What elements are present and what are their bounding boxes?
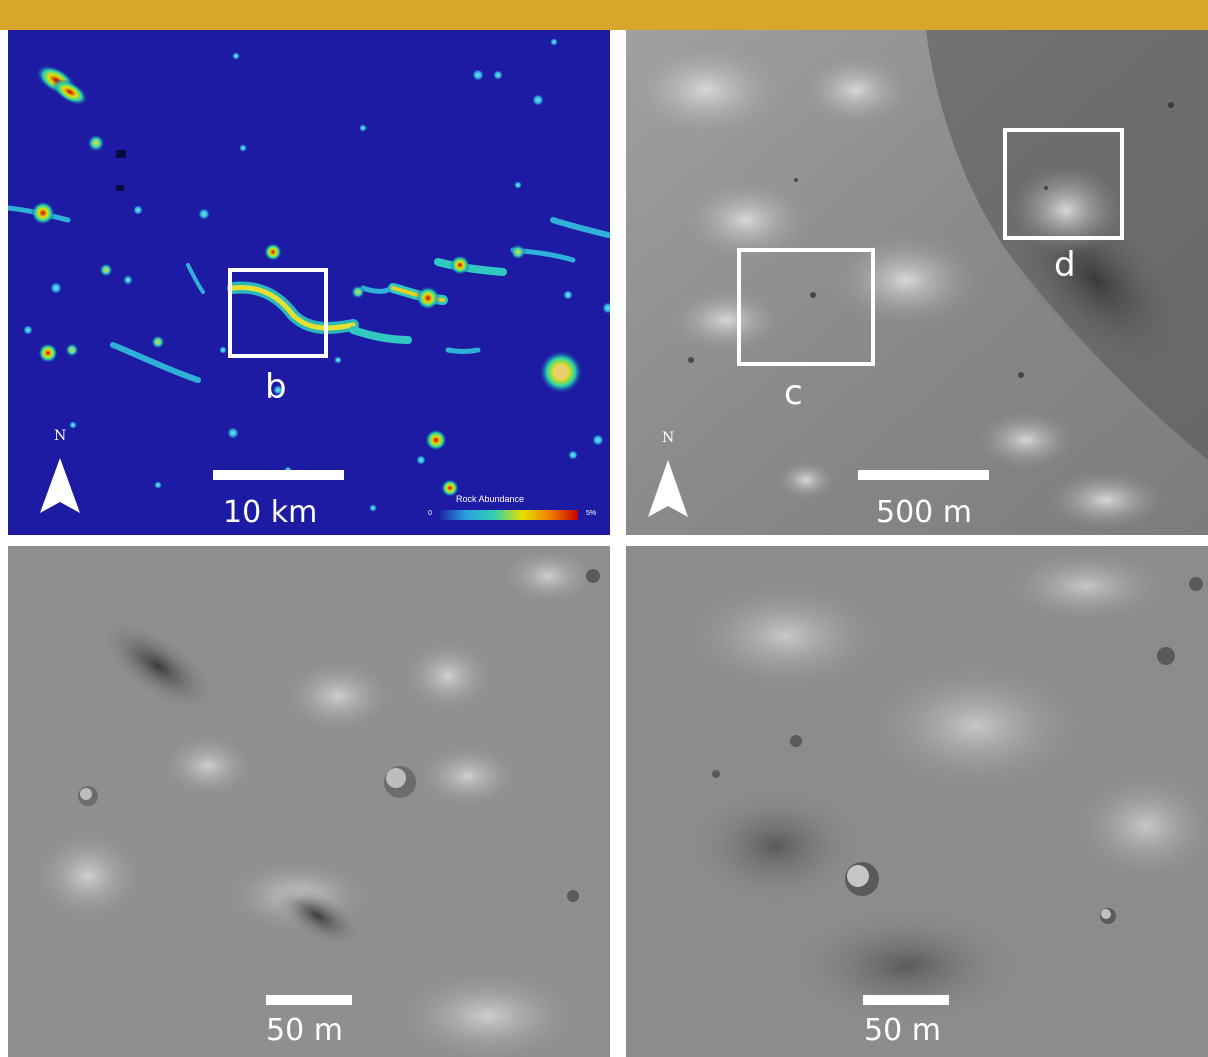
inset-label-b: b xyxy=(265,367,287,407)
detail-image-c-panel: 50 m xyxy=(8,546,610,1057)
context-image-panel: N c d 500 m xyxy=(626,30,1208,535)
detail-image-d-panel: 50 m xyxy=(626,546,1208,1057)
header-accent-bar xyxy=(0,0,1208,30)
scale-label: 10 km xyxy=(223,495,318,530)
legend-min: 0 xyxy=(428,510,432,517)
rock-abundance-map xyxy=(8,30,610,535)
north-arrow-icon xyxy=(648,460,688,517)
lunar-surface-detail-c xyxy=(8,546,610,1057)
scale-label: 50 m xyxy=(266,1013,343,1048)
legend-title: Rock Abundance xyxy=(456,494,525,504)
inset-box-d xyxy=(1003,128,1124,240)
inset-box-b xyxy=(228,268,328,358)
scale-bar xyxy=(858,470,989,480)
north-arrow-icon xyxy=(40,458,80,513)
north-label: N xyxy=(662,430,675,446)
scale-bar xyxy=(213,470,344,480)
inset-label-c: c xyxy=(784,373,803,413)
north-label: N xyxy=(54,428,67,444)
lunar-surface-detail-d xyxy=(626,546,1208,1057)
inset-label-d: d xyxy=(1054,245,1076,285)
inset-box-c xyxy=(737,248,875,366)
legend-max: 5% xyxy=(586,510,597,517)
scale-bar xyxy=(266,995,352,1005)
scale-label: 50 m xyxy=(864,1013,941,1048)
lunar-surface-image xyxy=(626,30,1208,535)
scale-bar xyxy=(863,995,949,1005)
scale-label: 500 m xyxy=(876,495,973,530)
rock-abundance-map-panel: N b 10 km Rock Abundance 0 5% xyxy=(8,30,610,535)
legend-colorbar xyxy=(438,510,578,520)
